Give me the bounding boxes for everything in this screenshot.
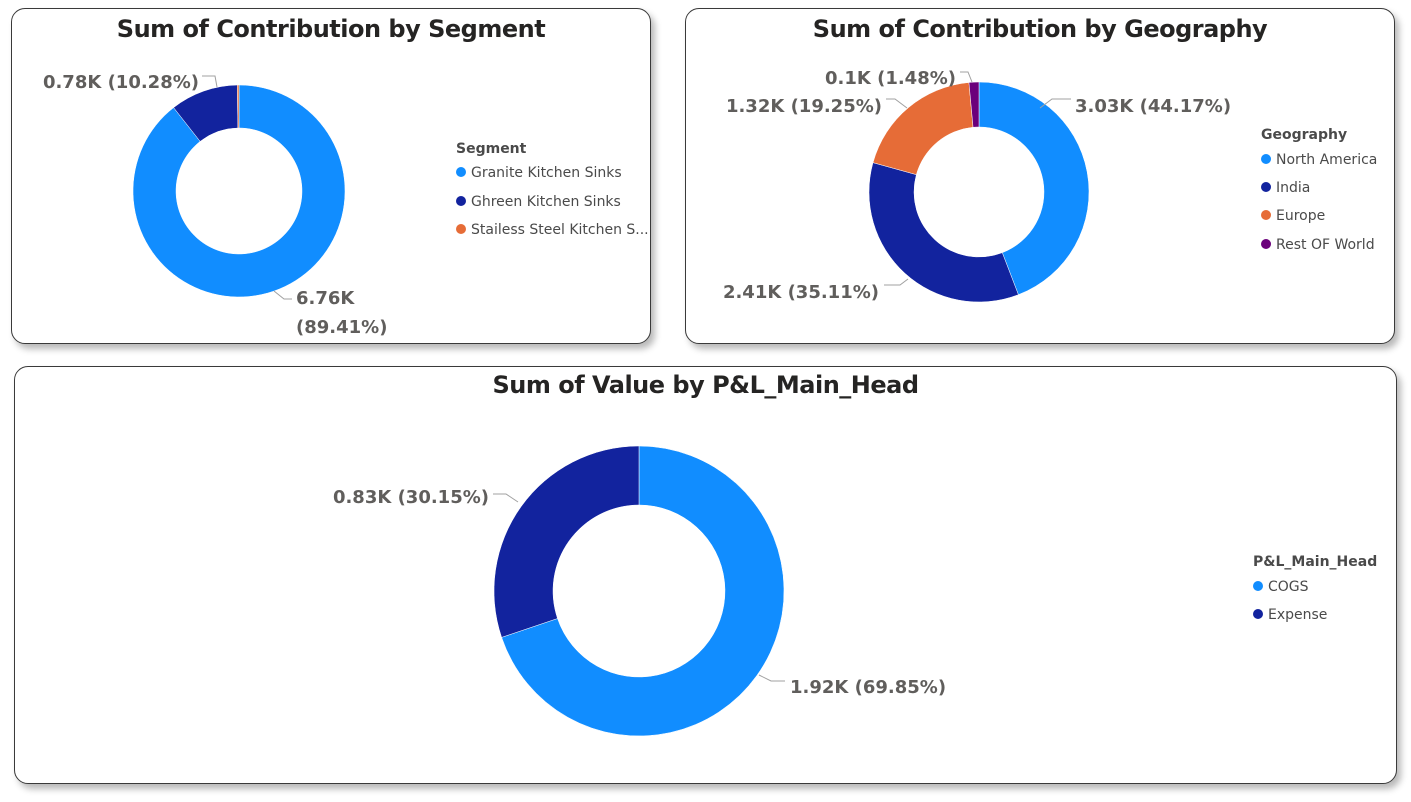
legend-dot bbox=[1261, 154, 1271, 164]
chart-title: Sum of Contribution by Geography bbox=[812, 15, 1268, 43]
legend-dot bbox=[1253, 581, 1263, 591]
legend-title: Segment bbox=[456, 141, 527, 157]
legend-label: Europe bbox=[1276, 208, 1326, 224]
legend-dot bbox=[456, 167, 466, 177]
donut-slice-europe[interactable] bbox=[872, 82, 974, 175]
legend-dot bbox=[1253, 609, 1263, 619]
donut-slice-granite-kitchen-sinks[interactable] bbox=[132, 84, 346, 298]
legend-label: North America bbox=[1276, 152, 1378, 168]
legend-dot bbox=[456, 196, 466, 206]
legend-label: India bbox=[1276, 180, 1311, 196]
data-label: 2.41K (35.11%) bbox=[723, 282, 879, 303]
leader-line bbox=[202, 75, 218, 88]
legend-label: Stailess Steel Kitchen S... bbox=[471, 222, 649, 238]
legend-dot bbox=[456, 224, 466, 234]
data-label: 3.03K (44.17%) bbox=[1075, 96, 1231, 117]
donut-slice-stailess-steel-kitchen-sinks[interactable] bbox=[236, 84, 240, 129]
leader-line bbox=[273, 290, 292, 300]
legend-dot bbox=[1261, 210, 1271, 220]
donut-slice-rest-of-world[interactable] bbox=[968, 81, 980, 128]
legend-item-ghreen[interactable]: Ghreen Kitchen Sinks bbox=[456, 194, 621, 210]
donut-slice-india[interactable] bbox=[868, 162, 1019, 303]
legend-label: Ghreen Kitchen Sinks bbox=[471, 194, 621, 210]
leader-line bbox=[960, 71, 973, 83]
legend-item-rest-of-world[interactable]: Rest OF World bbox=[1261, 237, 1375, 253]
legend-dot bbox=[1261, 239, 1271, 249]
leader-line bbox=[758, 674, 785, 682]
data-label: 0.78K (10.28%) bbox=[43, 72, 199, 93]
leader-line bbox=[1039, 98, 1071, 109]
legend-title: P&L_Main_Head bbox=[1253, 554, 1378, 570]
chart-title: Sum of Value by P&L_Main_Head bbox=[492, 371, 919, 399]
legend-item-india[interactable]: India bbox=[1261, 180, 1310, 196]
leader-line bbox=[493, 493, 519, 503]
leader-line bbox=[884, 278, 909, 286]
legend-label: Granite Kitchen Sinks bbox=[471, 165, 622, 181]
segment-donut-chart: 6.76K (89.41%) 0.78K (10.28%) bbox=[43, 72, 388, 338]
donut-slice-expense[interactable] bbox=[493, 445, 640, 638]
legend-item-north-america[interactable]: North America bbox=[1261, 152, 1377, 168]
legend-item-cogs[interactable]: COGS bbox=[1253, 579, 1309, 595]
legend-item-europe[interactable]: Europe bbox=[1261, 208, 1325, 224]
legend-dot bbox=[1261, 182, 1271, 192]
data-label: 1.32K (19.25%) bbox=[726, 96, 882, 117]
legend-item-stainless-steel[interactable]: Stailess Steel Kitchen S... bbox=[456, 222, 649, 238]
legend-title: Geography bbox=[1261, 127, 1348, 143]
geography-chart-panel: Sum of Contribution by Geography 3.03K (… bbox=[685, 8, 1395, 344]
donut-slice-cogs[interactable] bbox=[501, 445, 785, 737]
data-label: 1.92K (69.85%) bbox=[790, 677, 946, 698]
legend-label: COGS bbox=[1268, 579, 1309, 595]
legend-label: Expense bbox=[1268, 607, 1328, 623]
geography-donut-chart: 3.03K (44.17%) 2.41K (35.11%) 1.32K (19.25… bbox=[723, 68, 1231, 303]
pl-chart-panel: Sum of Value by P&L_Main_Head 1.92K (69.… bbox=[14, 366, 1397, 784]
legend-label: Rest OF World bbox=[1276, 237, 1375, 253]
donut-slice-north-america[interactable] bbox=[978, 81, 1090, 296]
data-label: 0.83K (30.15%) bbox=[333, 487, 489, 508]
data-label: (89.41%) bbox=[296, 317, 387, 338]
legend-item-granite[interactable]: Granite Kitchen Sinks bbox=[456, 165, 622, 181]
leader-line bbox=[886, 98, 908, 109]
segment-chart-panel: Sum of Contribution by Segment 6.76K (89.… bbox=[11, 8, 651, 344]
legend-item-expense[interactable]: Expense bbox=[1253, 607, 1327, 623]
data-label: 0.1K (1.48%) bbox=[825, 68, 956, 89]
pl-donut-chart: 1.92K (69.85%) 0.83K (30.15%) bbox=[333, 445, 946, 737]
chart-title: Sum of Contribution by Segment bbox=[116, 15, 546, 43]
data-label: 6.76K bbox=[296, 288, 355, 309]
